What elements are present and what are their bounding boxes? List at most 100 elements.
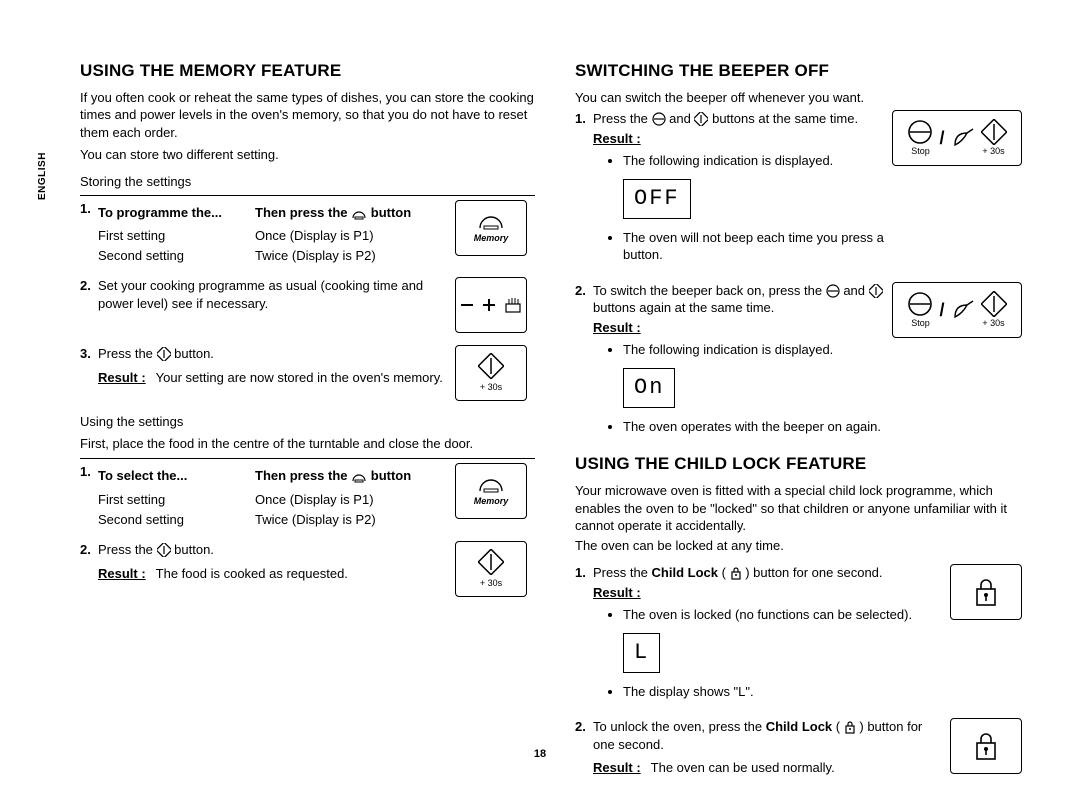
lock-steps: 1. Press the Child Lock ( ) button for o… — [575, 564, 1030, 777]
memory-label: Memory — [474, 232, 509, 244]
beeper2-bullets2: The oven operates with the beeper on aga… — [593, 418, 884, 436]
start-icon — [981, 119, 1007, 145]
start-button-box: + 30s — [455, 345, 527, 401]
memory-title: USING THE MEMORY FEATURE — [80, 60, 535, 83]
result-label: Result : — [593, 131, 641, 146]
manual-page: ENGLISH USING THE MEMORY FEATURE If you … — [0, 0, 1080, 782]
stop-icon — [907, 119, 933, 145]
l-display: L — [623, 633, 660, 673]
result-label: Result : — [593, 320, 641, 335]
step-number: 1. — [80, 200, 98, 218]
using-intro: First, place the food in the centre of t… — [80, 435, 535, 453]
table-header: To select the... — [98, 465, 255, 487]
minus-plus-power-icons — [459, 296, 523, 314]
divider — [80, 195, 535, 196]
beeper-intro: You can switch the beeper off whenever y… — [575, 89, 1030, 107]
step-number: 2. — [575, 282, 593, 300]
memory-icon — [476, 212, 506, 230]
start-button-box: + 30s — [455, 541, 527, 597]
beeper2-text: To switch the beeper back on, press the … — [593, 282, 884, 317]
beeper-step-2: 2. To switch the beeper back on, press t… — [575, 282, 1030, 441]
storing-heading: Storing the settings — [80, 173, 535, 191]
stop-start-box: Stop / + 30s — [892, 110, 1022, 166]
result-label: Result : — [593, 585, 641, 600]
lock-icon — [972, 576, 1000, 608]
lock1-bullets: The oven is locked (no functions can be … — [593, 606, 942, 624]
storing-step-2: 2. Set your cooking programme as usual (… — [80, 277, 535, 333]
lock-step-1: 1. Press the Child Lock ( ) button for o… — [575, 564, 1030, 706]
step3-text: Press the button. — [98, 345, 447, 363]
left-column: USING THE MEMORY FEATURE If you often co… — [80, 60, 535, 789]
step-number: 1. — [575, 564, 593, 582]
beeper1-bullets: The following indication is displayed. — [593, 152, 884, 170]
start-icon — [478, 353, 504, 379]
start-icon — [157, 543, 171, 557]
using-step-2: 2. Press the button. Result — [80, 541, 535, 597]
lock1-text: Press the Child Lock ( ) button for one … — [593, 564, 942, 582]
table-row: Second setting Twice (Display is P2) — [98, 510, 447, 530]
memory-intro2: You can store two different setting. — [80, 146, 535, 164]
plus-icon — [481, 297, 497, 313]
memory-icon — [351, 471, 367, 483]
memory-label: Memory — [474, 495, 509, 507]
start-icon — [694, 112, 708, 126]
lock-icon — [730, 566, 742, 580]
stop-icon — [652, 112, 666, 126]
table-row: First setting Once (Display is P1) — [98, 487, 447, 510]
beeper1-bullets2: The oven will not beep each time you pre… — [593, 229, 884, 264]
off-display: OFF — [623, 179, 691, 219]
table-row: First setting Once (Display is P1) — [98, 223, 447, 246]
using-step2-result: Result : The food is cooked as requested… — [98, 565, 447, 583]
lock-intro: Your microwave oven is fitted with a spe… — [575, 482, 1030, 535]
step-number: 3. — [80, 345, 98, 363]
on-display: On — [623, 368, 675, 408]
divider — [80, 458, 535, 459]
plus30s-label: + 30s — [480, 381, 502, 393]
storing-step-3: 3. Press the button. Result — [80, 345, 535, 401]
memory-button-box: Memory — [455, 463, 527, 519]
beeper1-text: Press the and buttons at the same time. — [593, 110, 884, 128]
slash: / — [939, 298, 944, 322]
power-icon — [503, 296, 523, 314]
minus-icon — [459, 297, 475, 313]
right-column: SWITCHING THE BEEPER OFF You can switch … — [575, 60, 1030, 789]
using-step-1: 1. To select the... Then press the — [80, 463, 535, 529]
lock-intro2: The oven can be locked at any time. — [575, 537, 1030, 555]
memory-intro: If you often cook or reheat the same typ… — [80, 89, 535, 142]
step-number: 2. — [80, 541, 98, 559]
plus30s-label: + 30s — [480, 577, 502, 589]
slash: / — [939, 126, 944, 150]
step3-result: Result : Your setting are now stored in … — [98, 369, 447, 387]
table-header: Then press the button — [255, 202, 447, 224]
stop-start-box: Stop / + 30s — [892, 282, 1022, 338]
lock-icon — [844, 720, 856, 734]
start-icon — [981, 291, 1007, 317]
table-header: To programme the... — [98, 202, 255, 224]
using-heading: Using the settings — [80, 413, 535, 431]
memory-icon — [476, 475, 506, 493]
programme-table: To programme the... Then press the butto… — [98, 202, 447, 266]
beeper-title: SWITCHING THE BEEPER OFF — [575, 60, 1030, 83]
beeper2-bullets: The following indication is displayed. — [593, 341, 884, 359]
eco-icon — [951, 127, 975, 149]
start-icon — [478, 549, 504, 575]
beeper-steps: 1. Press the and — [575, 110, 1030, 441]
using-step2-text: Press the button. — [98, 541, 447, 559]
storing-step-1: 1. To programme the... Then press the — [80, 200, 535, 266]
select-table: To select the... Then press the button — [98, 465, 447, 529]
using-steps: 1. To select the... Then press the — [80, 463, 535, 597]
stop-icon — [826, 284, 840, 298]
start-icon — [157, 347, 171, 361]
lock1-bullets2: The display shows "L". — [593, 683, 942, 701]
table-row: Second setting Twice (Display is P2) — [98, 246, 447, 266]
columns: USING THE MEMORY FEATURE If you often co… — [80, 60, 1030, 789]
step-number: 2. — [575, 718, 593, 736]
beeper-step-1: 1. Press the and — [575, 110, 1030, 269]
language-tab: ENGLISH — [36, 152, 50, 200]
step2-text: Set your cooking programme as usual (coo… — [98, 277, 447, 312]
memory-icon — [351, 208, 367, 220]
lock-button-box — [950, 564, 1022, 620]
step-number: 1. — [80, 463, 98, 481]
eco-icon — [951, 299, 975, 321]
step-number: 2. — [80, 277, 98, 295]
